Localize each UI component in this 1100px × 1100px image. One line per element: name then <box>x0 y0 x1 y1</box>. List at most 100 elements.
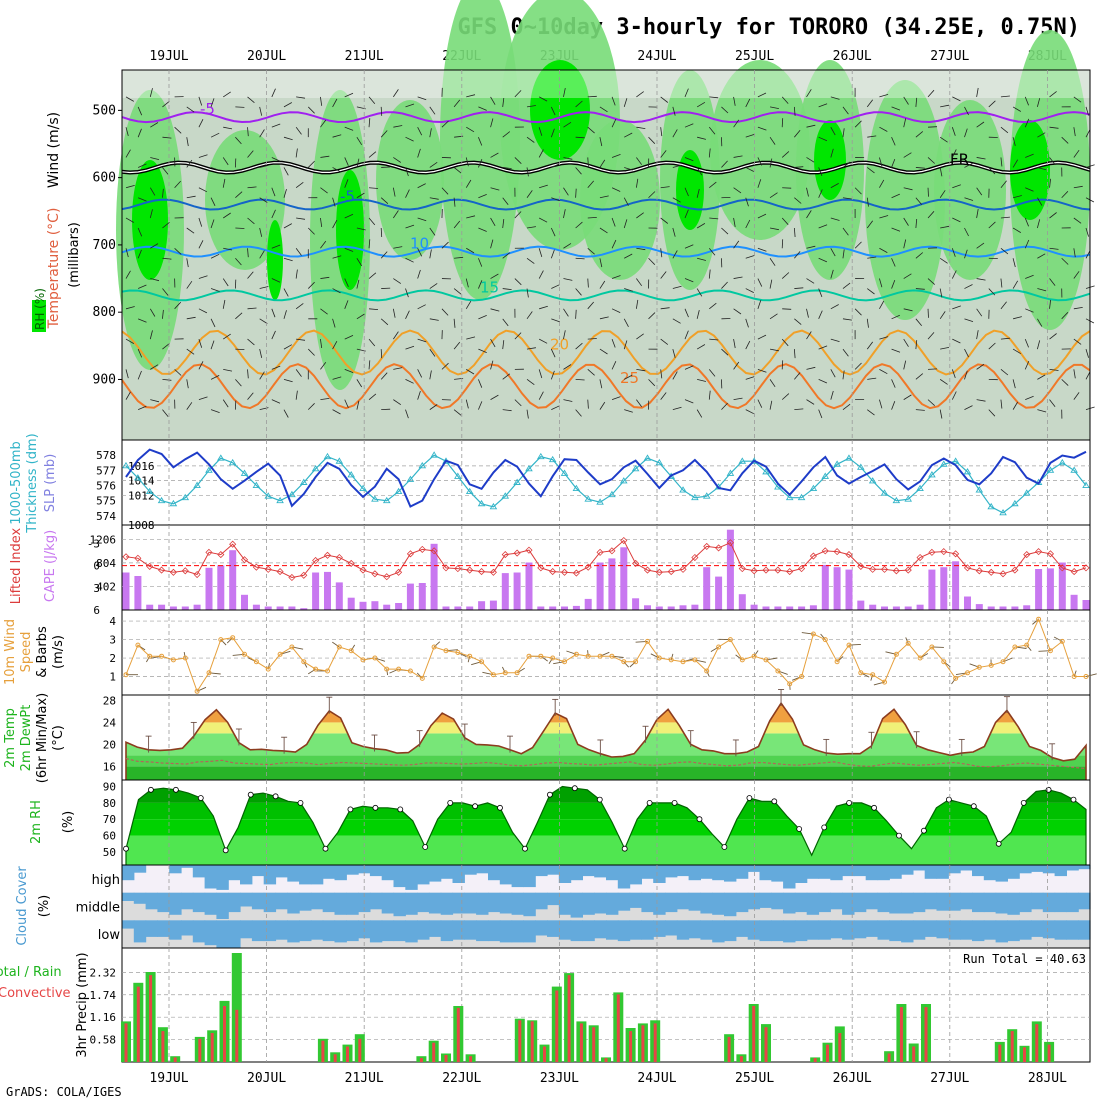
thickness-marker <box>1046 466 1055 473</box>
wind-barb <box>757 213 767 219</box>
wind-barb <box>478 379 483 388</box>
wind-barb <box>927 211 935 219</box>
cape-bar <box>252 604 260 610</box>
cloud-cover-bar <box>488 892 501 913</box>
cloud-cover-bar <box>240 920 253 939</box>
wind-barb <box>842 227 849 236</box>
wind-barb <box>210 219 215 229</box>
wind-speed-marker <box>206 670 212 676</box>
wind-barb <box>210 132 220 138</box>
wind-barb <box>611 187 621 192</box>
wind-barb <box>745 255 755 259</box>
wind-barb <box>466 247 475 254</box>
cloud-level-label: high <box>92 873 120 888</box>
wind-barb <box>684 187 689 197</box>
wind-barb <box>1000 180 1007 188</box>
wind-barb <box>429 404 438 410</box>
cloud-cover-bar <box>240 892 253 907</box>
precip-convective-bar <box>149 975 153 1062</box>
rh-tick-label: 50 <box>103 846 116 859</box>
wind-barb <box>490 118 494 128</box>
cloud-cover-bar <box>724 892 737 917</box>
cloud-cover-bar <box>488 920 501 942</box>
wind-barb <box>247 369 249 379</box>
lifted-index-marker <box>916 553 924 562</box>
wind-barb <box>538 369 543 379</box>
cloud-cover-bar <box>240 865 253 885</box>
wind-barb <box>976 187 983 196</box>
wind-barb <box>526 257 535 264</box>
rh-high-region <box>530 60 590 160</box>
wind-barb <box>952 217 961 223</box>
cloud-cover-bar <box>995 892 1008 914</box>
precip-convective-bar <box>235 1009 239 1062</box>
wind-10m-barb <box>386 669 389 676</box>
wind-barb <box>1061 136 1069 144</box>
wind-barb <box>369 308 379 310</box>
wind-barb <box>198 361 204 370</box>
wind-barb <box>951 149 957 158</box>
rh-axis-label: 2m RH <box>29 800 44 844</box>
wind-barb <box>429 227 436 236</box>
wind-barb <box>1000 369 1009 376</box>
wind-barb <box>222 212 231 219</box>
cloud-cover-bar <box>464 892 477 914</box>
cape-bar <box>335 582 343 610</box>
wind-barb <box>903 308 913 312</box>
cape-bar <box>964 596 971 610</box>
precip-convective-bar <box>358 1038 362 1062</box>
wind-barb <box>697 378 706 382</box>
wind-barb <box>490 152 499 158</box>
wind-barb <box>684 278 694 283</box>
cloud-cover-bar <box>1066 920 1079 940</box>
wind-barb <box>733 96 736 106</box>
wind-barb <box>429 249 432 259</box>
lifted-index-marker <box>134 554 142 562</box>
wind-barb <box>1073 217 1082 224</box>
wind-barb <box>757 179 762 188</box>
wind-barb <box>392 308 396 318</box>
wind-barb <box>806 89 812 98</box>
thickness-marker <box>785 493 794 501</box>
wind-speed-marker <box>170 657 176 663</box>
wind-barb <box>550 106 556 116</box>
wind-barb <box>320 96 323 106</box>
wind-barb <box>757 157 763 166</box>
cloud-cover-bar <box>1066 892 1079 913</box>
wind-barb <box>405 167 409 177</box>
rh-legend-label: RH (%) <box>33 288 47 330</box>
cloud-cover-bar <box>381 892 395 914</box>
wind-barb <box>538 270 544 279</box>
wind-barb <box>186 402 193 410</box>
lifted-index-marker <box>217 550 225 559</box>
wind-barb <box>149 88 153 98</box>
cloud-cover-bar <box>192 865 206 878</box>
wind-barb <box>344 179 349 188</box>
wind-barb <box>162 288 169 296</box>
cloud-cover-bar <box>983 920 997 940</box>
isotherm-line <box>121 329 1091 376</box>
cape-bar <box>596 562 604 610</box>
wind-barb <box>210 340 215 350</box>
wind-10m-barb <box>820 633 826 640</box>
wind-barb <box>247 186 257 189</box>
lifted-index-marker <box>537 564 545 572</box>
wind-barb <box>490 187 500 191</box>
wind-barb <box>830 338 840 342</box>
cape-bar <box>620 547 628 610</box>
cloud-cover-bar <box>192 920 206 943</box>
wind-barb <box>806 399 815 405</box>
lifted-index-marker <box>418 545 426 553</box>
wind-speed-marker <box>194 688 200 694</box>
wind-barb <box>611 308 621 313</box>
cloud-cover-bar <box>535 865 548 877</box>
wind-barb <box>1073 96 1082 103</box>
wind-barb <box>624 288 633 292</box>
wind-barb <box>539 184 548 189</box>
wind-speed-marker <box>313 666 319 672</box>
wind-barb <box>575 221 583 229</box>
rh-high-region <box>267 220 283 300</box>
thickness-tick-label: 578 <box>96 449 116 462</box>
rh-marker <box>272 793 279 800</box>
wind-barb <box>903 273 912 279</box>
